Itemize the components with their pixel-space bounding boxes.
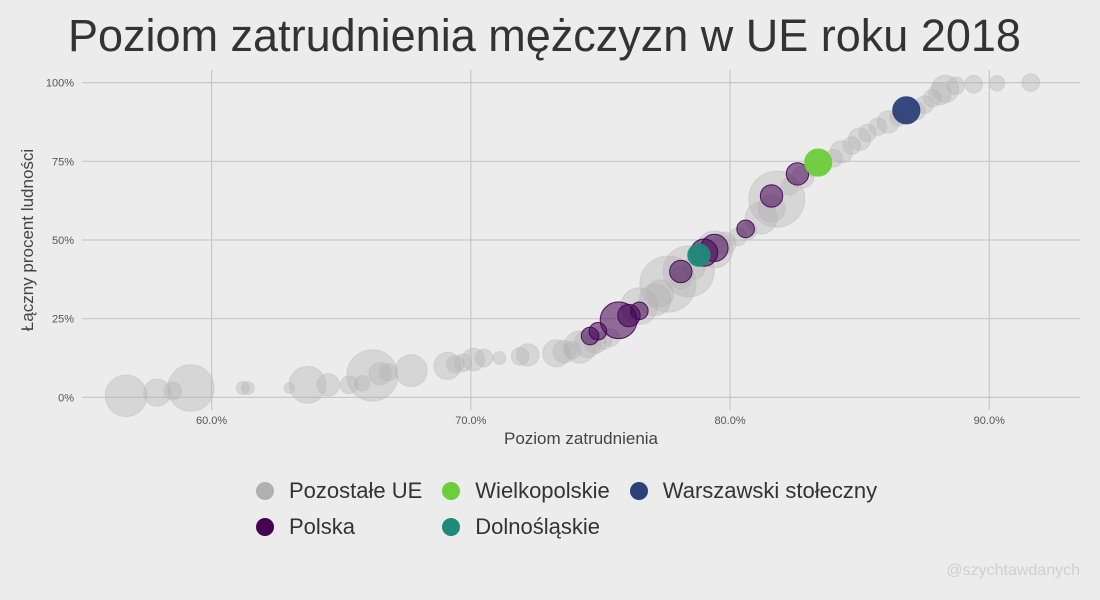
x-tick-label: 80.0%	[714, 415, 745, 427]
tick-labels: 0% 25% 50% 75% 100% 60.0% 70.0% 80.0% 90.0%	[46, 78, 1005, 427]
data-point	[736, 219, 755, 239]
y-tick-label: 100%	[46, 78, 74, 90]
data-point	[104, 374, 148, 418]
data-point	[378, 362, 398, 382]
data-point	[167, 364, 215, 412]
legend-marker	[442, 518, 461, 536]
data-point	[316, 373, 340, 397]
data-point	[562, 340, 582, 360]
data-point	[346, 349, 399, 402]
data-point	[645, 279, 675, 308]
data-point	[687, 243, 711, 267]
data-point	[931, 74, 960, 103]
data-point	[235, 381, 250, 395]
data-point	[785, 162, 810, 186]
legend-label: Dolnośląskie	[475, 514, 601, 539]
data-point	[474, 348, 494, 368]
data-point	[241, 381, 255, 395]
chart-title: Poziom zatrudnienia mężczyzn w UE roku 2…	[68, 10, 1021, 61]
data-point	[804, 148, 833, 177]
legend-label: Wielkopolskie	[475, 478, 610, 503]
data-point	[394, 354, 428, 388]
legend-item: Polska	[256, 514, 422, 540]
legend: Pozostałe UE Wielkopolskie Warszawski stoł…	[256, 478, 877, 540]
legend-marker	[256, 518, 274, 536]
x-tick-label: 60.0%	[196, 415, 227, 427]
data-point	[339, 375, 359, 395]
legend-item: Pozostałe UE	[256, 478, 422, 504]
data-point	[829, 140, 854, 164]
data-point	[510, 347, 530, 366]
data-point	[1021, 73, 1041, 92]
watermark: @szychtawdanych	[946, 562, 1080, 579]
data-point	[988, 75, 1006, 92]
data-point	[368, 362, 392, 386]
y-tick-label: 0%	[58, 392, 74, 404]
data-point	[445, 355, 465, 374]
data-point	[143, 378, 172, 407]
data-point	[759, 184, 784, 208]
data-point	[669, 259, 693, 284]
legend-label: Warszawski stołeczny	[662, 478, 878, 503]
legend-item: Warszawski stołeczny	[629, 478, 878, 504]
y-tick-label: 25%	[52, 314, 74, 326]
y-tick-label: 75%	[52, 156, 74, 168]
data-point	[516, 343, 540, 367]
y-axis-label: Łączny procent ludności	[18, 149, 37, 331]
y-tick-label: 50%	[52, 235, 74, 247]
data-point	[858, 123, 877, 143]
data-points	[104, 73, 1041, 418]
data-point	[922, 89, 942, 108]
data-point	[542, 339, 571, 368]
legend-item: Wielkopolskie	[442, 478, 610, 504]
data-point	[288, 365, 327, 404]
data-point	[492, 351, 507, 365]
x-axis-label: Poziom zatrudnienia	[504, 429, 659, 448]
x-tick-label: 90.0%	[974, 415, 1005, 427]
x-tick-label: 70.0%	[455, 415, 486, 427]
data-point	[163, 381, 183, 401]
legend-marker	[629, 482, 648, 500]
data-point	[946, 76, 965, 96]
legend-label: Polska	[289, 514, 356, 539]
legend-item: Dolnośląskie	[442, 514, 610, 540]
data-point	[630, 301, 649, 321]
legend-marker	[442, 482, 461, 500]
data-point	[964, 74, 984, 94]
data-point	[353, 375, 371, 392]
legend-label: Pozostałe UE	[289, 478, 423, 503]
legend-marker	[256, 482, 274, 500]
grid-lines	[82, 70, 1080, 410]
data-point	[892, 96, 921, 125]
